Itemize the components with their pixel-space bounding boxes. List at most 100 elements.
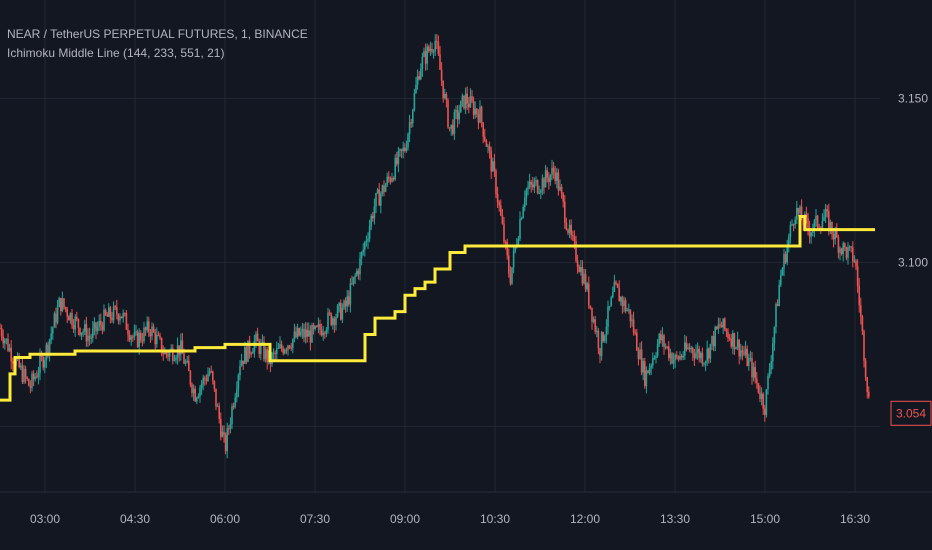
candle-body — [26, 377, 28, 380]
ichimoku-middle-line — [0, 214, 875, 402]
candle-body — [309, 330, 312, 343]
candle-body — [55, 313, 57, 323]
candle-body — [479, 106, 481, 123]
candle-body — [149, 332, 152, 337]
candle-body — [346, 296, 348, 307]
candle-body — [380, 193, 382, 206]
candle-body — [677, 356, 680, 360]
x-tick-label: 07:30 — [300, 512, 330, 526]
candle-body — [812, 229, 814, 233]
candle-body — [591, 307, 593, 322]
candle-body — [391, 177, 393, 182]
x-tick-label: 15:00 — [750, 512, 780, 526]
indicator-legend[interactable]: Ichimoku Middle Line (144, 233, 551, 21) — [7, 46, 225, 60]
candle-body — [52, 327, 54, 334]
candle-body — [290, 347, 292, 349]
candle-body — [599, 348, 601, 356]
candle-body — [540, 190, 542, 193]
candle-body — [400, 149, 403, 151]
candle-body — [765, 389, 768, 416]
candle-body — [556, 172, 558, 181]
candle-body — [213, 380, 216, 389]
candle-body — [64, 307, 67, 310]
candle-body — [159, 335, 161, 338]
candle-body — [816, 215, 819, 228]
candle-body — [234, 397, 236, 407]
candle-body — [90, 337, 92, 339]
candle-body — [104, 309, 107, 315]
candle-body — [842, 243, 844, 255]
candle-body — [661, 335, 664, 341]
candle-body — [831, 221, 833, 234]
candle-body — [370, 215, 372, 227]
candle-body — [536, 180, 539, 194]
candle-body — [511, 267, 513, 284]
candle-body — [525, 189, 528, 198]
candle-body — [674, 355, 676, 361]
candle-body — [868, 391, 870, 397]
candle-body — [82, 331, 84, 333]
time-axis[interactable]: 03:00 04:30 06:00 07:30 09:00 10:30 12:00 13:30… — [30, 512, 870, 526]
candle-body — [252, 352, 254, 354]
candle-body — [863, 331, 865, 361]
candle-body — [620, 297, 622, 302]
candle-body — [204, 377, 206, 380]
candle-body — [92, 328, 94, 338]
candle-body — [575, 241, 577, 261]
candle-body — [162, 353, 164, 355]
candle-body — [431, 48, 433, 52]
candle-body — [530, 181, 532, 185]
candle-body — [792, 224, 795, 226]
candle-body — [343, 300, 345, 309]
candle-body — [767, 376, 769, 390]
candle-body — [58, 298, 60, 308]
candle-body — [612, 292, 614, 298]
candle-body — [388, 176, 390, 179]
candle-body — [800, 206, 803, 220]
candle-body — [448, 127, 451, 129]
candle-body — [328, 312, 331, 314]
candle-body — [138, 333, 140, 347]
candle-body — [303, 328, 305, 338]
candle-body — [520, 218, 523, 220]
candle-body — [751, 357, 753, 378]
candle-body — [412, 109, 414, 124]
candle-body — [856, 266, 859, 286]
candle-body — [711, 336, 713, 345]
candle-body — [749, 357, 752, 359]
candle-body — [500, 205, 502, 216]
candle-body — [567, 229, 569, 233]
candle-body — [672, 360, 675, 364]
candle-body — [495, 170, 497, 194]
candle-body — [796, 208, 798, 220]
candle-body — [250, 353, 252, 355]
symbol-legend[interactable]: NEAR / TetherUS PERPETUAL FUTURES, 1, BI… — [7, 27, 308, 41]
x-tick-label: 06:00 — [210, 512, 240, 526]
candle-body — [832, 233, 835, 240]
candle-body — [314, 326, 316, 329]
candle-body — [324, 332, 326, 334]
candle-body — [364, 242, 366, 250]
candle-body — [720, 324, 723, 328]
candle-body — [471, 96, 473, 102]
candle-body — [205, 379, 208, 381]
candle-body — [778, 284, 780, 306]
candle-body — [624, 300, 627, 311]
candle-body — [700, 352, 702, 359]
price-candles — [0, 34, 870, 459]
candle-body — [850, 246, 852, 248]
candle-body — [108, 307, 110, 317]
candle-body — [111, 317, 113, 321]
candle-body — [460, 100, 462, 113]
price-axis[interactable]: 3.150 3.100 — [898, 91, 928, 269]
candle-body — [420, 68, 422, 80]
candle-body — [197, 396, 200, 398]
candle-body — [39, 355, 41, 374]
candle-body — [74, 316, 76, 330]
candle-body — [167, 354, 169, 357]
candle-body — [196, 397, 198, 402]
candle-body — [573, 236, 576, 242]
candle-body — [839, 248, 841, 253]
candle-body — [362, 249, 364, 253]
